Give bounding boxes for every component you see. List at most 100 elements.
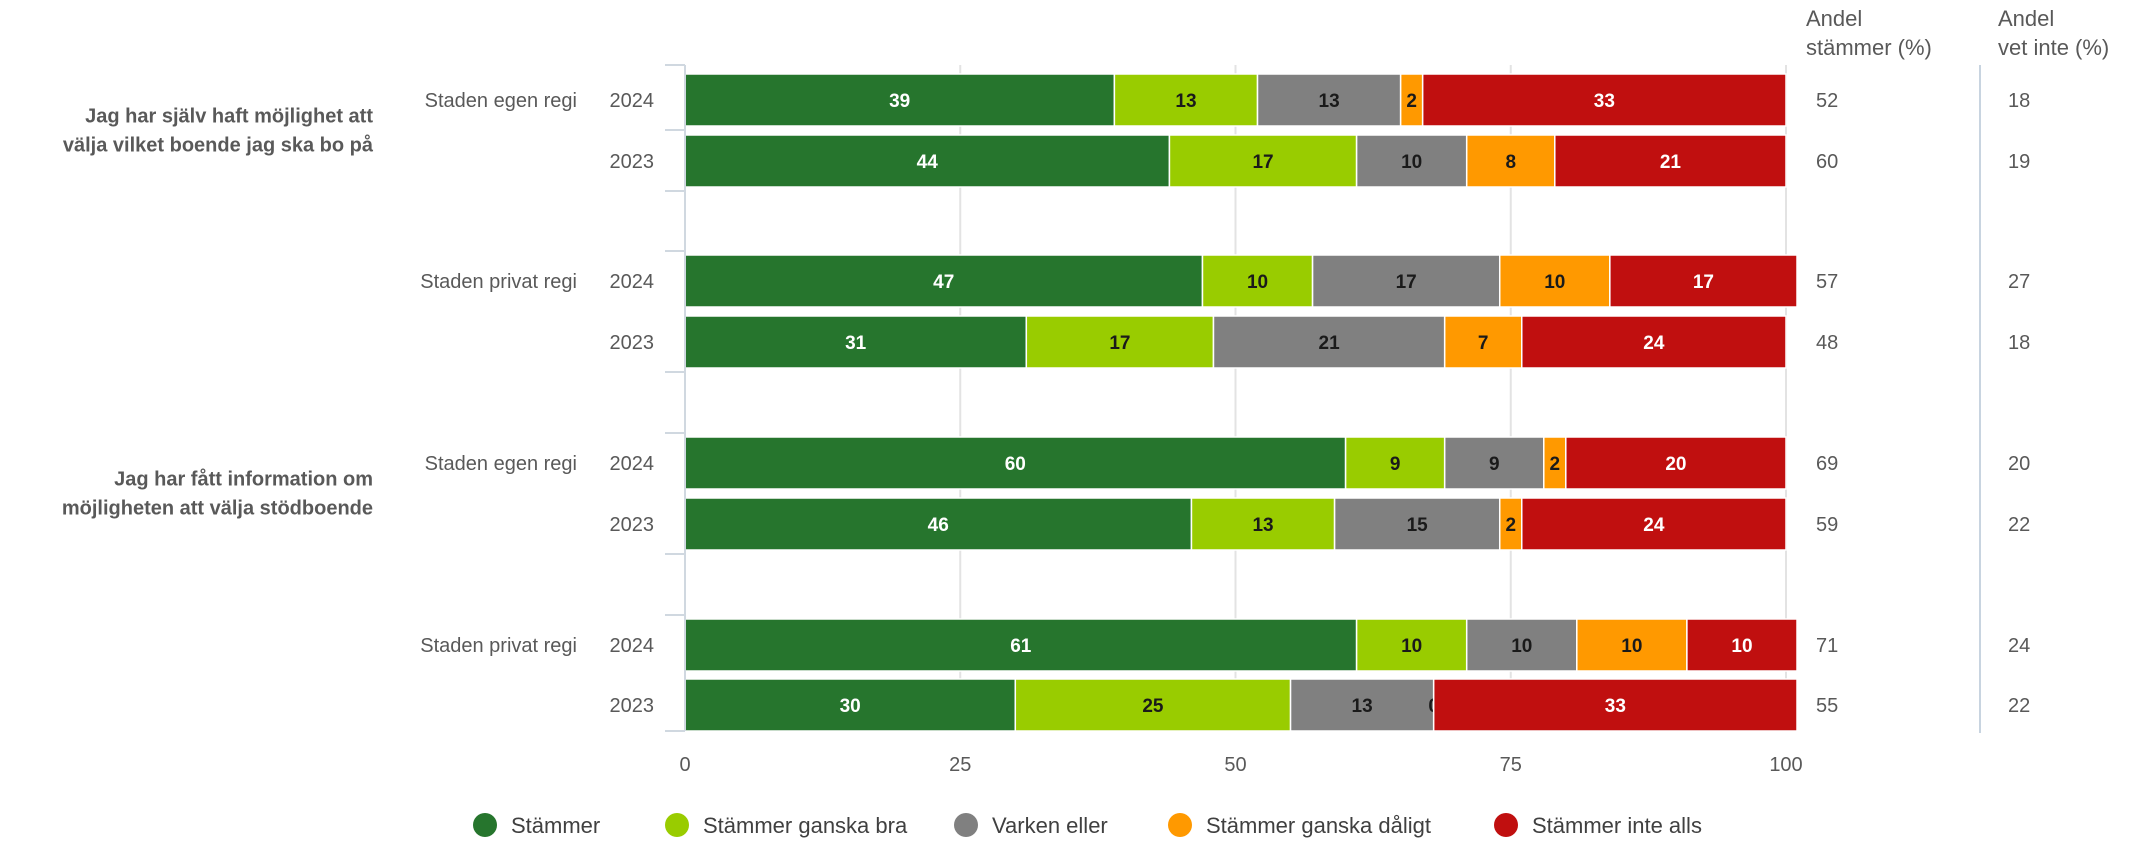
data-label: 10 — [1544, 272, 1565, 293]
bar-segment — [684, 497, 1193, 551]
data-label: 33 — [1605, 696, 1626, 717]
group-label: Staden privat regi — [420, 635, 577, 657]
bar-segment — [1432, 678, 1798, 732]
bar-segment — [1498, 254, 1611, 308]
bar-segment — [1355, 134, 1468, 188]
group-label: Staden egen regi — [425, 453, 577, 475]
data-label: 7 — [1478, 333, 1489, 354]
bar-segment — [1355, 618, 1468, 672]
legend-label: Stämmer ganska bra — [703, 813, 908, 838]
legend: Stämmer Stämmer ganska bra Varken eller Stä… — [473, 813, 1702, 838]
data-label: 13 — [1352, 696, 1373, 717]
group-label: Staden privat regi — [420, 271, 577, 293]
data-label: 21 — [1660, 152, 1682, 173]
bar-segment — [1289, 678, 1435, 732]
group-label: Staden egen regi — [425, 90, 577, 112]
andel-stammer-value: 59 — [1816, 514, 1838, 536]
data-label: 15 — [1407, 515, 1429, 536]
bar-segment — [684, 73, 1116, 127]
question-label: möjligheten att välja stödboende — [62, 498, 373, 520]
data-label: 10 — [1621, 636, 1642, 657]
data-label: 9 — [1489, 454, 1500, 475]
andel-vet-inte-value: 18 — [2008, 90, 2030, 112]
legend-marker — [1494, 813, 1518, 837]
data-label: 30 — [840, 696, 861, 717]
bar-segment — [1565, 436, 1787, 490]
bar-segment — [1686, 618, 1798, 672]
andel-stammer-value: 48 — [1816, 332, 1838, 354]
legend-marker — [473, 813, 497, 837]
x-axis: 0 25 50 75 100 — [665, 64, 1803, 776]
year-label: 2023 — [610, 514, 655, 536]
data-label: 10 — [1247, 272, 1268, 293]
question-label: Jag har fått information om — [114, 468, 373, 491]
bar-segment — [1113, 73, 1259, 127]
andel-stammer-value: 71 — [1816, 635, 1838, 657]
data-label: 2 — [1550, 454, 1561, 475]
data-label: 8 — [1505, 152, 1516, 173]
bar-segment — [1333, 497, 1501, 551]
data-label: 17 — [1693, 272, 1714, 293]
andel-stammer-value: 60 — [1816, 151, 1838, 173]
x-tick-label: 0 — [679, 754, 690, 776]
andel-vet-inte-value: 24 — [2008, 635, 2030, 657]
bar-segment — [1465, 134, 1556, 188]
bar-segment — [1025, 315, 1215, 369]
year-label: 2024 — [610, 90, 655, 112]
data-label: 47 — [933, 272, 954, 293]
bars: 39 13 13 2 33 44 17 10 8 21 47 10 17 10 17 31 17 21 7 24 60 9… — [684, 73, 1798, 732]
data-label: 10 — [1401, 152, 1422, 173]
bar-segment — [1212, 315, 1446, 369]
bar-segment — [1201, 254, 1314, 308]
stat-column-header: Andel — [1806, 6, 1862, 31]
data-label: 13 — [1252, 515, 1273, 536]
data-label: 44 — [917, 152, 939, 173]
data-label: 60 — [1005, 454, 1026, 475]
legend-label: Stämmer inte alls — [1532, 813, 1702, 838]
year-label: 2023 — [610, 151, 655, 173]
legend-marker — [665, 813, 689, 837]
bar-segment — [684, 678, 1017, 732]
bar-segment — [1421, 73, 1787, 127]
x-tick-label: 100 — [1769, 754, 1802, 776]
data-label: 39 — [889, 91, 910, 112]
data-label: 17 — [1109, 333, 1130, 354]
legend-label: Stämmer — [511, 813, 600, 838]
bar-segment — [1311, 254, 1501, 308]
legend-label: Varken eller — [992, 813, 1108, 838]
year-label: 2023 — [610, 695, 655, 717]
legend-marker — [1168, 813, 1192, 837]
data-label: 20 — [1665, 454, 1686, 475]
stat-columns: Andel stämmer (%) Andel vet inte (%) 52 18 60 1… — [1806, 6, 2109, 733]
bar-segment — [1609, 254, 1798, 308]
bar-segment — [1256, 73, 1402, 127]
stat-column-header: Andel — [1998, 6, 2054, 31]
data-label: 31 — [845, 333, 867, 354]
data-label: 13 — [1319, 91, 1340, 112]
x-tick-label: 25 — [949, 754, 971, 776]
data-label: 2 — [1505, 515, 1516, 536]
bar-segment — [1521, 497, 1787, 551]
data-label: 21 — [1319, 333, 1341, 354]
x-tick-label: 50 — [1224, 754, 1246, 776]
andel-vet-inte-value: 27 — [2008, 271, 2030, 293]
data-label: 17 — [1252, 152, 1273, 173]
data-label: 25 — [1142, 696, 1164, 717]
bar-segment — [1443, 436, 1545, 490]
andel-stammer-value: 55 — [1816, 695, 1838, 717]
andel-vet-inte-value: 22 — [2008, 514, 2030, 536]
year-label: 2024 — [610, 453, 655, 475]
data-label: 24 — [1643, 333, 1665, 354]
bar-segment — [684, 315, 1028, 369]
stat-column-header: vet inte (%) — [1998, 35, 2109, 60]
data-label: 33 — [1594, 91, 1615, 112]
andel-vet-inte-value: 20 — [2008, 453, 2030, 475]
bar-segment — [1014, 678, 1292, 732]
data-label: 10 — [1511, 636, 1532, 657]
data-label: 46 — [928, 515, 949, 536]
question-label: Jag har själv haft möjlighet att — [85, 106, 373, 128]
row-labels: Jag har själv haft möjlighet att välja vi… — [62, 90, 654, 717]
bar-segment — [684, 618, 1358, 672]
year-label: 2023 — [610, 332, 655, 354]
